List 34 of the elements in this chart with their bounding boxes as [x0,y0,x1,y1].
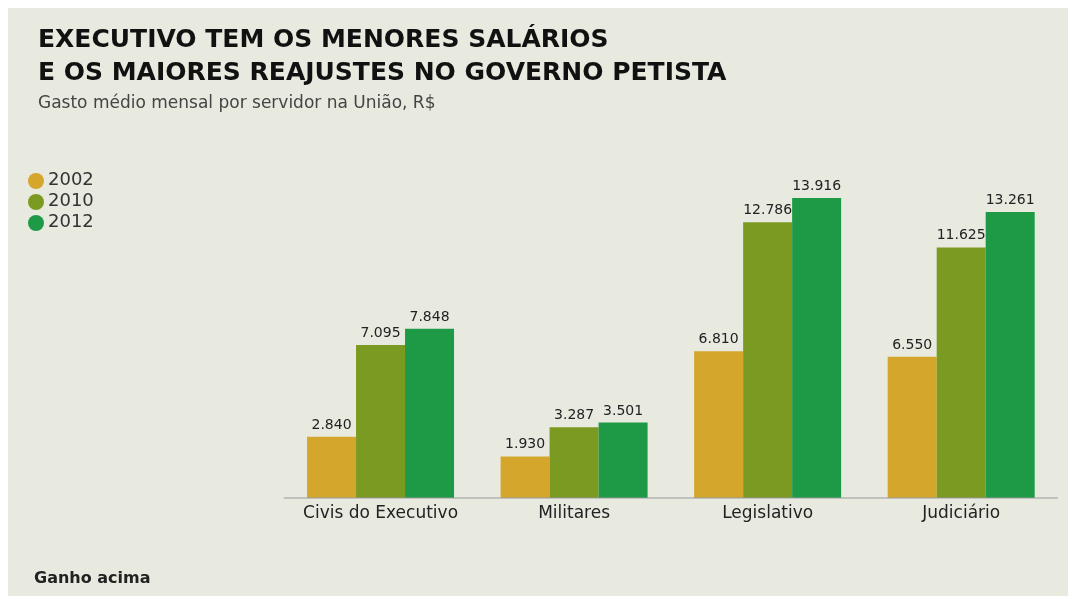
bar [887,356,937,498]
bar [307,436,357,498]
bar [743,222,793,498]
data-label: 7.095 [360,324,401,341]
bar [405,328,455,498]
x-tick-label: Civis do Executivo [303,502,459,523]
data-label: 13.261 [985,191,1035,208]
bar [598,422,648,498]
bar [936,247,986,498]
bar [356,345,406,498]
data-label: 12.786 [743,201,793,218]
bar [792,198,842,498]
data-label: 7.848 [409,307,450,324]
data-label: 3.501 [603,401,644,418]
chart-subtitle: Gasto médio mensal por servidor na União, R$ [38,92,436,112]
data-label: 6.550 [892,335,933,352]
x-tick-label: Legislativo [722,502,814,523]
data-label: 13.916 [792,177,842,193]
x-tick-label: Judiciário [921,502,1001,523]
legend-label: 2002 [48,168,94,189]
legend-label: 2012 [48,210,94,231]
bar [549,427,599,498]
data-label: 11.625 [936,226,986,243]
data-label: 1.930 [505,435,546,452]
data-label: 2.840 [311,415,352,432]
bar [694,351,744,498]
legend-label: 2010 [48,189,94,210]
text: Ganho acima [34,568,151,587]
data-label: 3.287 [554,406,595,423]
x-tick-label: Militares [538,502,611,523]
chart-title: EXECUTIVO TEM OS MENORES SALÁRIOS E OS MAIORES REAJUSTES NO GOVERNO PETISTA [38,23,727,88]
bar [500,456,550,498]
bar [985,212,1035,498]
data-label: 6.810 [698,330,739,347]
